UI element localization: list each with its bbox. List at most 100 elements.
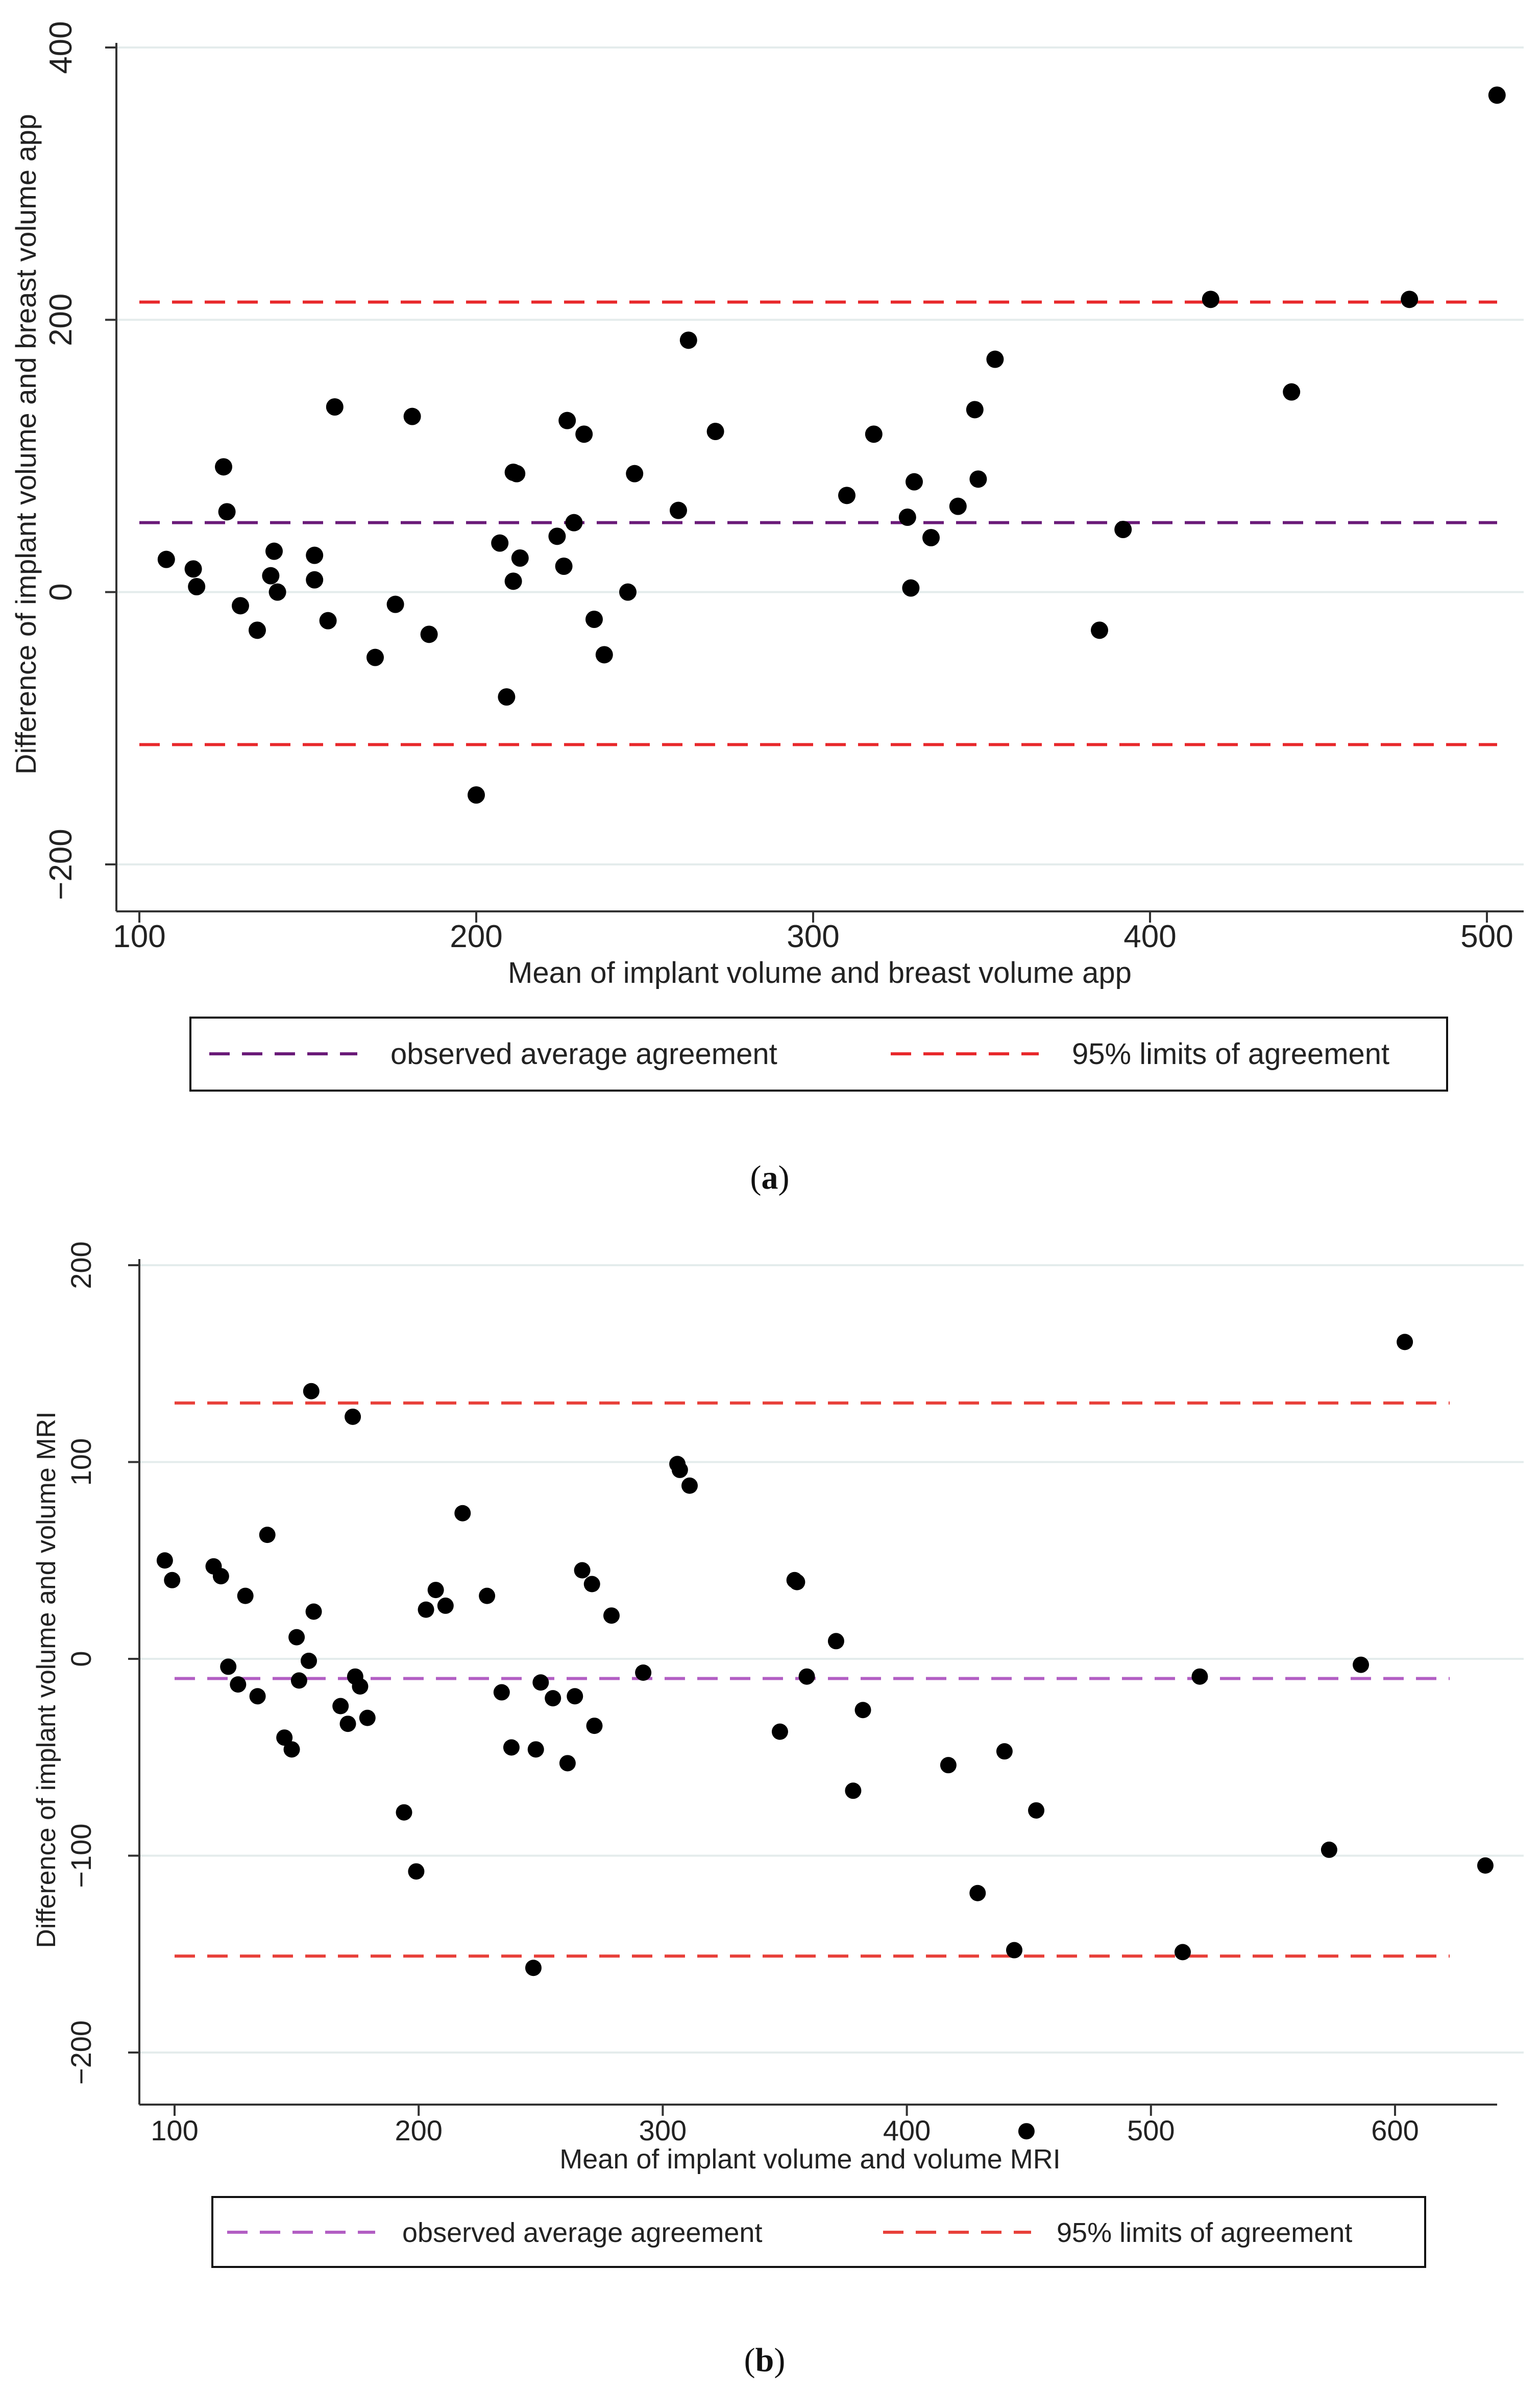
panel-a-y-ticks: −200 0 200 400 (43, 21, 116, 900)
panel-a-data-point (386, 595, 404, 613)
panel-b-x-ticks: 100 200 300 400 500 600 (151, 2105, 1419, 2146)
panel-b-data-point (527, 1741, 544, 1758)
panel-b-data-point (352, 1678, 369, 1695)
panel-b-data-point (164, 1572, 181, 1588)
panel-a-data-point (262, 567, 280, 585)
panel-a-data-point (619, 583, 637, 601)
panel-b-data-point (230, 1676, 247, 1693)
panel-a-data-point (491, 534, 509, 552)
panel-a-legend: observed average agreement 95% limits of… (189, 1017, 1448, 1092)
panel-b-data-point (532, 1674, 549, 1691)
panel-b-data-point (1353, 1656, 1370, 1673)
panel-b-y-tick-label: 200 (65, 1241, 97, 1289)
panel-b-x-tick-label: 200 (395, 2114, 442, 2146)
panel-b-data-point (345, 1408, 361, 1425)
panel-b-data-point (567, 1688, 583, 1705)
panel-b-data-point (559, 1755, 576, 1772)
panel-b-data-point (305, 1603, 322, 1620)
panel-b-bland-altman-plot: 100 200 300 400 500 600 −200 −100 0 100 200 Mean … (32, 1241, 1524, 2379)
panel-b-data-point (259, 1527, 276, 1543)
panel-a-data-point (966, 401, 984, 419)
panel-a-data-point (403, 407, 421, 425)
panel-a-data-point (565, 514, 583, 532)
panel-a-data-point (575, 425, 593, 443)
panel-b-data-point (303, 1383, 320, 1399)
panel-a-y-tick-label: 400 (43, 21, 79, 74)
panel-a-data-point (215, 458, 232, 476)
panel-a-data-point (548, 527, 566, 545)
panel-b-y-ticks: −200 −100 0 100 200 (65, 1241, 139, 2085)
panel-b-x-axis-title: Mean of implant volume and volume MRI (559, 2144, 1060, 2175)
panel-a-data-point (218, 503, 236, 521)
panel-b-data-point (503, 1739, 520, 1756)
panel-b-data-point (789, 1574, 805, 1590)
panel-b-data-point (525, 1960, 542, 1976)
panel-a-data-point (366, 648, 384, 666)
panel-a-data-point (184, 560, 202, 578)
panel-a-x-tick-label: 400 (1123, 919, 1176, 954)
panel-a-legend-mean-label: observed average agreement (390, 1037, 777, 1071)
panel-b-legend-mean-label: observed average agreement (402, 2217, 762, 2248)
panel-a-x-tick-label: 100 (113, 919, 165, 954)
panel-b-data-point (635, 1664, 652, 1681)
panel-a-data-point (986, 350, 1004, 368)
panel-b-data-point (545, 1690, 561, 1707)
panel-a-data-point (1202, 291, 1219, 308)
panel-b-caption-letter: b (755, 2341, 774, 2379)
panel-b-legend-limits-label: 95% limits of agreement (1057, 2217, 1352, 2248)
panel-b-data-point (283, 1741, 300, 1758)
panel-a-data-point (1091, 621, 1108, 639)
panel-a-data-point (188, 578, 206, 595)
panel-b-x-tick-label: 100 (151, 2114, 198, 2146)
panel-a-data-point (679, 331, 697, 349)
panel-b-legend: observed average agreement 95% limits of… (211, 2196, 1426, 2268)
panel-a-data-point (326, 398, 344, 416)
panel-b-data-point (332, 1698, 349, 1715)
panel-b-data-point (1321, 1841, 1337, 1858)
panel-b-data-point (396, 1804, 412, 1821)
panel-b-data-point (339, 1716, 356, 1732)
panel-a-y-axis-title: Difference of implant volume and breast … (10, 114, 42, 775)
panel-a-data-point (1401, 291, 1419, 308)
panel-b-data-point (798, 1668, 815, 1685)
panel-a-data-point (626, 465, 644, 482)
panel-a-data-point (555, 558, 573, 575)
panel-b-data-point (290, 1672, 307, 1689)
panel-b-data-point (1191, 1668, 1208, 1685)
panel-a-data-point (670, 501, 687, 519)
panel-a-legend-box (189, 1017, 1448, 1092)
panel-a-gridlines (116, 46, 1524, 865)
panel-b-data-point (288, 1629, 305, 1646)
panel-a-data-point (922, 529, 940, 546)
panel-a-data-point (265, 542, 283, 560)
panel-b-x-tick-label: 500 (1127, 2114, 1175, 2146)
panel-b-data-point (603, 1607, 620, 1624)
panel-a-data-point (306, 571, 324, 589)
panel-a-data-point (508, 465, 526, 482)
panel-a-data-point (498, 688, 516, 706)
panel-a-data-points (157, 86, 1506, 804)
panel-b-data-point (969, 1885, 986, 1901)
panel-a-data-point (906, 473, 923, 491)
panel-a-y-tick-label: 0 (43, 583, 79, 600)
panel-a-data-point (838, 487, 855, 504)
panel-a-data-point (249, 621, 266, 639)
panel-b-y-tick-label: 100 (65, 1438, 97, 1486)
panel-a-data-point (504, 572, 522, 590)
panel-b-data-point (845, 1782, 862, 1799)
panel-a-legend-limits-label: 95% limits of agreement (1072, 1037, 1389, 1071)
panel-b-data-point (220, 1658, 237, 1675)
panel-a-data-point (585, 611, 603, 628)
panel-a-y-tick-label: 200 (43, 294, 79, 346)
panel-b-x-tick-label: 300 (639, 2114, 687, 2146)
panel-a-x-tick-label: 500 (1460, 919, 1513, 954)
panel-b-data-point (427, 1582, 444, 1599)
panel-a-data-point (969, 470, 987, 488)
panel-b-data-point (827, 1633, 844, 1650)
panel-b-caption: (b) (744, 2341, 786, 2379)
panel-a-y-tick-label: −200 (43, 829, 79, 900)
panel-b-data-point (479, 1587, 496, 1604)
panel-b-y-tick-label: −100 (65, 1823, 97, 1888)
panel-a-data-point (706, 423, 724, 440)
